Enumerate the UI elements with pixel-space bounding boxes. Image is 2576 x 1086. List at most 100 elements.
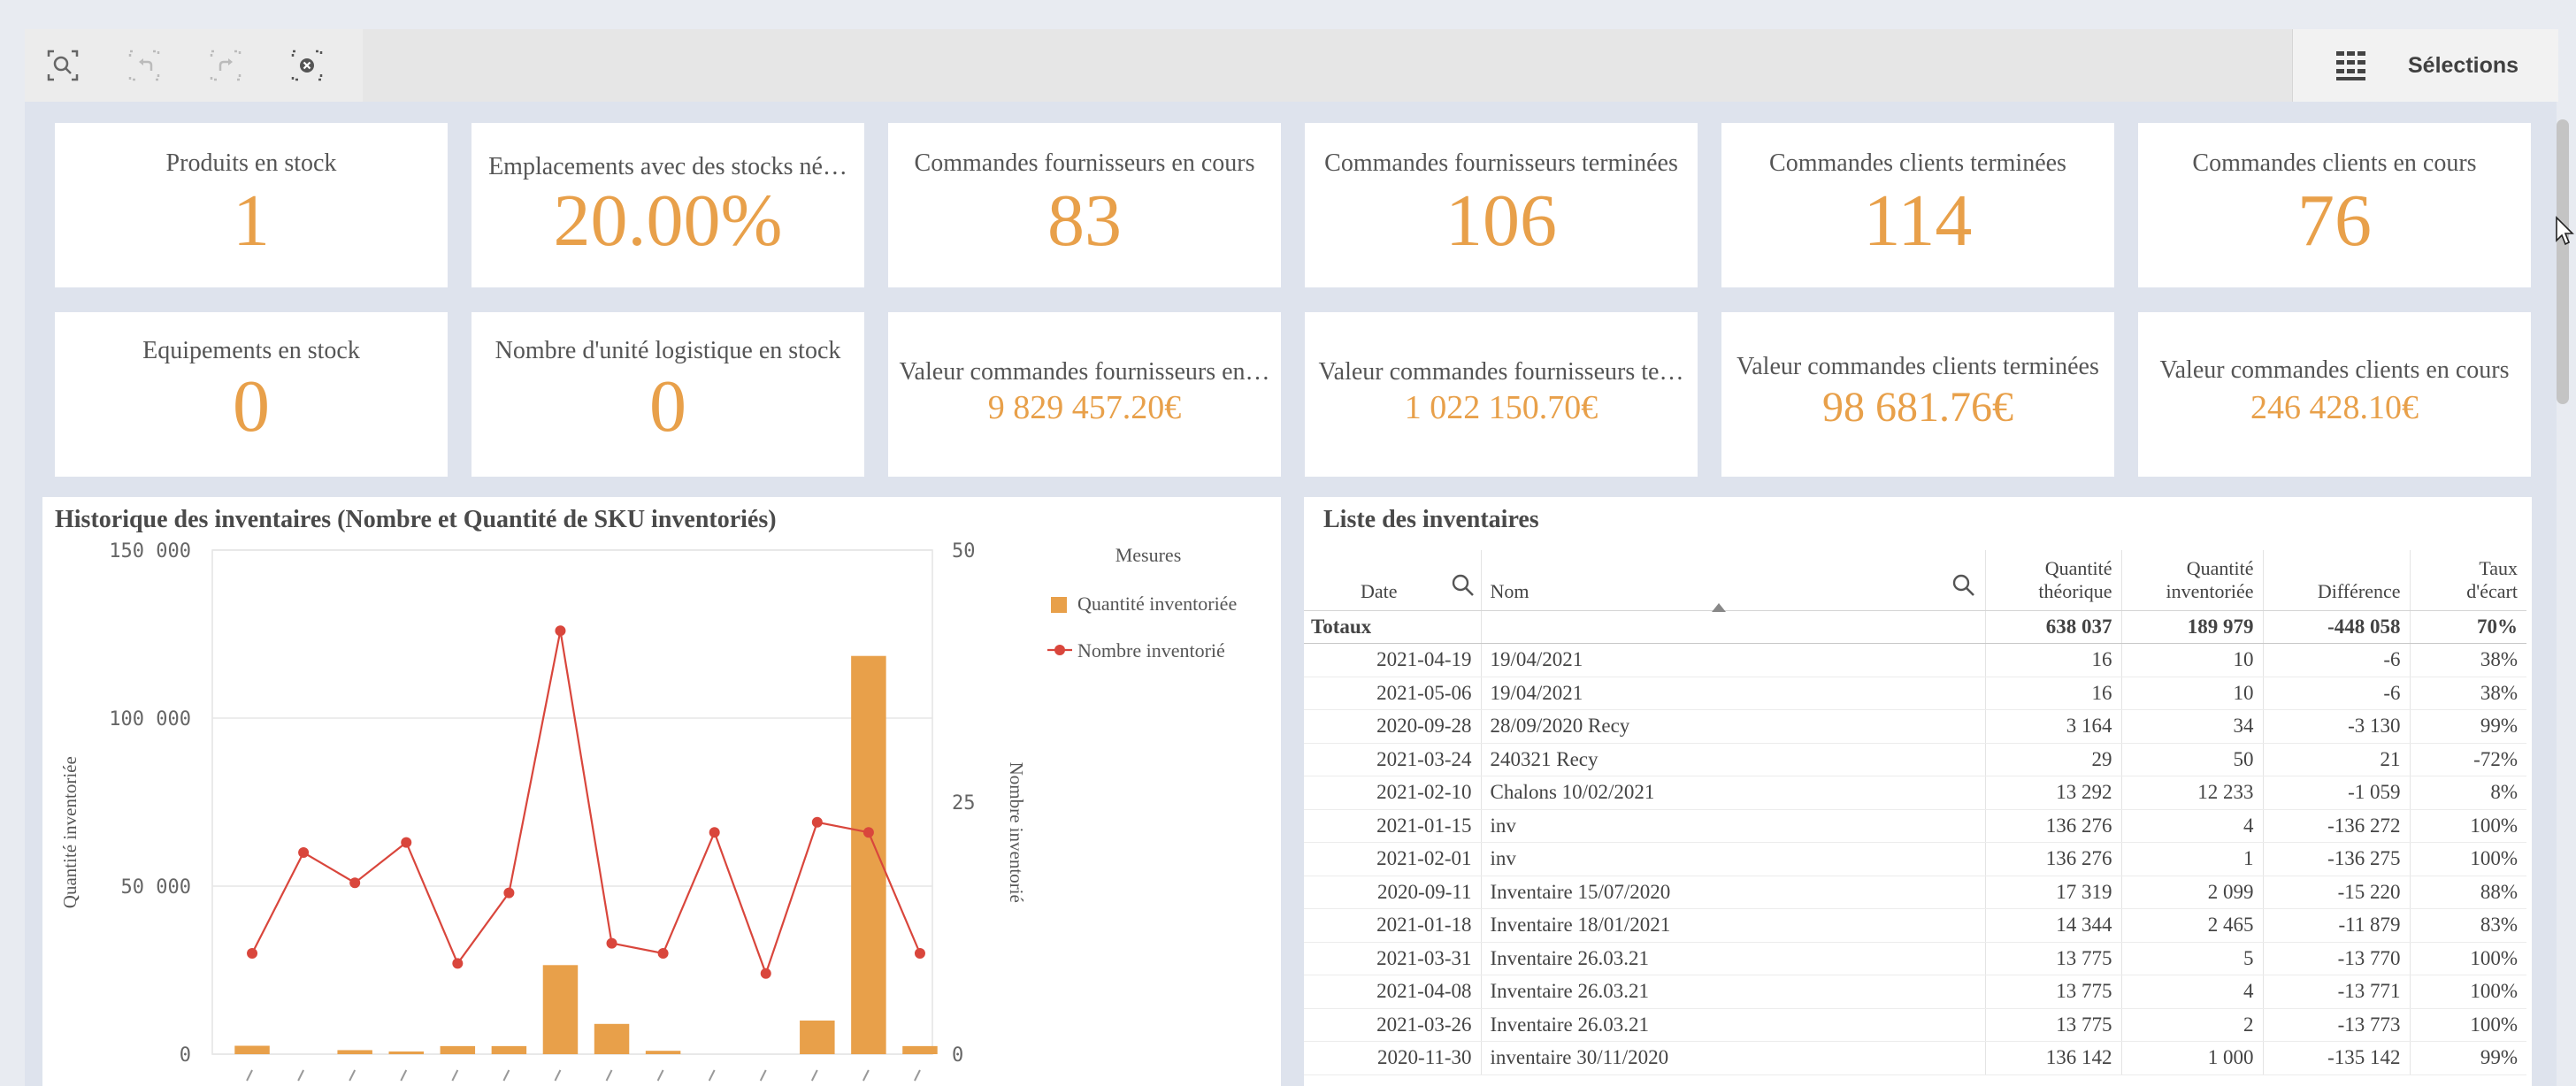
cell-qte_theo[interactable]: 13 775 — [1985, 975, 2122, 1009]
cell-qte_inv[interactable]: 4 — [2121, 809, 2264, 843]
cell-qte_theo[interactable]: 14 344 — [1985, 908, 2122, 943]
cell-date[interactable]: 2021-02-01 — [1304, 842, 1482, 876]
table-row[interactable]: 2021-05-06 19/04/2021 16 10 -6 38% — [1304, 677, 2526, 710]
cell-nom[interactable]: inventaire 30/11/2020 — [1481, 1041, 1986, 1075]
kpi-valeur-commandes-clients-en-cours[interactable]: Valeur commandes clients en cours 246 42… — [2138, 312, 2531, 477]
col-header-quantite-theorique[interactable]: Quantité théorique — [1985, 550, 2122, 611]
cell-diff[interactable]: -136 275 — [2263, 842, 2411, 876]
cell-diff[interactable]: -13 770 — [2263, 942, 2411, 975]
cell-taux[interactable]: 100% — [2410, 842, 2526, 876]
cell-date[interactable]: 2021-03-24 — [1304, 743, 1482, 776]
cell-qte_inv[interactable]: 4 — [2121, 975, 2264, 1009]
cell-date[interactable]: 2020-11-30 — [1304, 1041, 1482, 1075]
cell-qte_inv[interactable]: 50 — [2121, 743, 2264, 776]
smart-search-button[interactable] — [37, 40, 88, 91]
cell-diff[interactable]: -135 142 — [2263, 1041, 2411, 1075]
cell-qte_inv[interactable]: 1 000 — [2121, 1041, 2264, 1075]
cell-nom[interactable]: 19/04/2021 — [1481, 643, 1986, 677]
kpi-nombre-unite-logistique[interactable]: Nombre d'unité logistique en stock 0 — [472, 312, 864, 477]
inventory-history-chart-panel[interactable]: Historique des inventaires (Nombre et Qu… — [42, 497, 1281, 1086]
cell-date[interactable]: 2021-01-15 — [1304, 809, 1482, 843]
table-row[interactable]: 2021-02-01 inv 136 276 1 -136 275 100% — [1304, 842, 2526, 876]
table-row[interactable]: 2020-09-11 Inventaire 15/07/2020 17 319 2 0… — [1304, 876, 2526, 909]
cell-qte_theo[interactable]: 13 775 — [1985, 942, 2122, 975]
cell-diff[interactable]: -136 272 — [2263, 809, 2411, 843]
search-icon[interactable] — [1951, 573, 1976, 598]
cell-taux[interactable]: 99% — [2410, 709, 2526, 744]
cell-nom[interactable]: inv — [1481, 842, 1986, 876]
cell-nom[interactable]: Inventaire 26.03.21 — [1481, 942, 1986, 975]
cell-nom[interactable]: inv — [1481, 809, 1986, 843]
kpi-emplacements-stocks-negatifs[interactable]: Emplacements avec des stocks né… 20.00% — [472, 123, 864, 287]
cell-qte_inv[interactable]: 10 — [2121, 677, 2264, 710]
cell-qte_theo[interactable]: 136 276 — [1985, 842, 2122, 876]
cell-date[interactable]: 2021-04-19 — [1304, 643, 1482, 677]
cell-diff[interactable]: -11 879 — [2263, 908, 2411, 943]
cell-diff[interactable]: 21 — [2263, 743, 2411, 776]
kpi-commandes-clients-en-cours[interactable]: Commandes clients en cours 76 — [2138, 123, 2531, 287]
cell-date[interactable]: 2020-09-11 — [1304, 876, 1482, 909]
cell-qte_inv[interactable]: 12 233 — [2121, 776, 2264, 810]
cell-taux[interactable]: 38% — [2410, 643, 2526, 677]
cell-nom[interactable]: Inventaire 26.03.21 — [1481, 975, 1986, 1009]
cell-taux[interactable]: 83% — [2410, 908, 2526, 943]
selections-button[interactable]: Sélections — [2292, 29, 2558, 102]
cell-taux[interactable]: 38% — [2410, 677, 2526, 710]
kpi-valeur-commandes-clients-terminees[interactable]: Valeur commandes clients terminées 98 68… — [1721, 312, 2114, 477]
cell-diff[interactable]: -13 773 — [2263, 1008, 2411, 1042]
cell-qte_theo[interactable]: 16 — [1985, 677, 2122, 710]
table-row[interactable]: 2020-09-28 28/09/2020 Recy 3 164 34 -3 130 99… — [1304, 709, 2526, 744]
cell-qte_theo[interactable]: 136 142 — [1985, 1041, 2122, 1075]
cell-qte_inv[interactable]: 2 — [2121, 1008, 2264, 1042]
kpi-valeur-commandes-fournisseurs-en-cours[interactable]: Valeur commandes fournisseurs en… 9 829 … — [888, 312, 1281, 477]
kpi-commandes-fournisseurs-en-cours[interactable]: Commandes fournisseurs en cours 83 — [888, 123, 1281, 287]
cell-qte_inv[interactable]: 10 — [2121, 643, 2264, 677]
step-back-button[interactable] — [119, 40, 169, 91]
cell-nom[interactable]: Inventaire 26.03.21 — [1481, 1008, 1986, 1042]
search-icon[interactable] — [1451, 573, 1476, 598]
cell-taux[interactable]: 100% — [2410, 975, 2526, 1009]
kpi-valeur-commandes-fournisseurs-terminees[interactable]: Valeur commandes fournisseurs te… 1 022 … — [1305, 312, 1698, 477]
kpi-commandes-clients-terminees[interactable]: Commandes clients terminées 114 — [1721, 123, 2114, 287]
combo-chart[interactable]: 150 000 100 000 50 000 0 50 25 0 Quantité inven… — [42, 497, 1281, 1086]
cell-qte_inv[interactable]: 2 465 — [2121, 908, 2264, 943]
cell-diff[interactable]: -3 130 — [2263, 709, 2411, 744]
col-header-date[interactable]: Date — [1304, 550, 1482, 611]
table-row[interactable]: 2021-03-26 Inventaire 26.03.21 13 775 2 -13 … — [1304, 1008, 2526, 1042]
cell-taux[interactable]: 99% — [2410, 1041, 2526, 1075]
col-header-difference[interactable]: Différence — [2263, 550, 2411, 611]
cell-qte_inv[interactable]: 34 — [2121, 709, 2264, 744]
cell-diff[interactable]: -15 220 — [2263, 876, 2411, 909]
cell-nom[interactable]: 28/09/2020 Recy — [1481, 709, 1986, 744]
cell-qte_inv[interactable]: 5 — [2121, 942, 2264, 975]
cell-qte_theo[interactable]: 3 164 — [1985, 709, 2122, 744]
table-row[interactable]: 2020-11-30 inventaire 30/11/2020 136 142 1 … — [1304, 1041, 2526, 1075]
scrollbar-thumb[interactable] — [2557, 119, 2569, 404]
cell-qte_theo[interactable]: 29 — [1985, 743, 2122, 776]
step-forward-button[interactable] — [200, 40, 250, 91]
col-header-quantite-inventoriee[interactable]: Quantité inventoriée — [2121, 550, 2264, 611]
cell-qte_theo[interactable]: 16 — [1985, 643, 2122, 677]
cell-taux[interactable]: 88% — [2410, 876, 2526, 909]
cell-diff[interactable]: -1 059 — [2263, 776, 2411, 810]
table-row[interactable]: 2021-01-18 Inventaire 18/01/2021 14 344 2 4… — [1304, 908, 2526, 943]
cell-date[interactable]: 2021-04-08 — [1304, 975, 1482, 1009]
cell-taux[interactable]: 8% — [2410, 776, 2526, 810]
cell-qte_inv[interactable]: 1 — [2121, 842, 2264, 876]
cell-nom[interactable]: Inventaire 15/07/2020 — [1481, 876, 1986, 909]
vertical-scrollbar[interactable] — [2553, 102, 2576, 1086]
cell-taux[interactable]: -72% — [2410, 743, 2526, 776]
table-row[interactable]: 2021-03-24 240321 Recy 29 50 21 -72% — [1304, 743, 2526, 776]
cell-taux[interactable]: 100% — [2410, 809, 2526, 843]
table-row[interactable]: 2021-04-19 19/04/2021 16 10 -6 38% — [1304, 643, 2526, 677]
cell-qte_theo[interactable]: 13 292 — [1985, 776, 2122, 810]
cell-nom[interactable]: 240321 Recy — [1481, 743, 1986, 776]
cell-nom[interactable]: Chalons 10/02/2021 — [1481, 776, 1986, 810]
cell-diff[interactable]: -6 — [2263, 677, 2411, 710]
cell-qte_theo[interactable]: 17 319 — [1985, 876, 2122, 909]
col-header-taux-ecart[interactable]: Taux d'écart — [2410, 550, 2526, 611]
cell-date[interactable]: 2021-05-06 — [1304, 677, 1482, 710]
cell-date[interactable]: 2021-01-18 — [1304, 908, 1482, 943]
cell-taux[interactable]: 100% — [2410, 1008, 2526, 1042]
kpi-equipements-en-stock[interactable]: Equipements en stock 0 — [55, 312, 448, 477]
